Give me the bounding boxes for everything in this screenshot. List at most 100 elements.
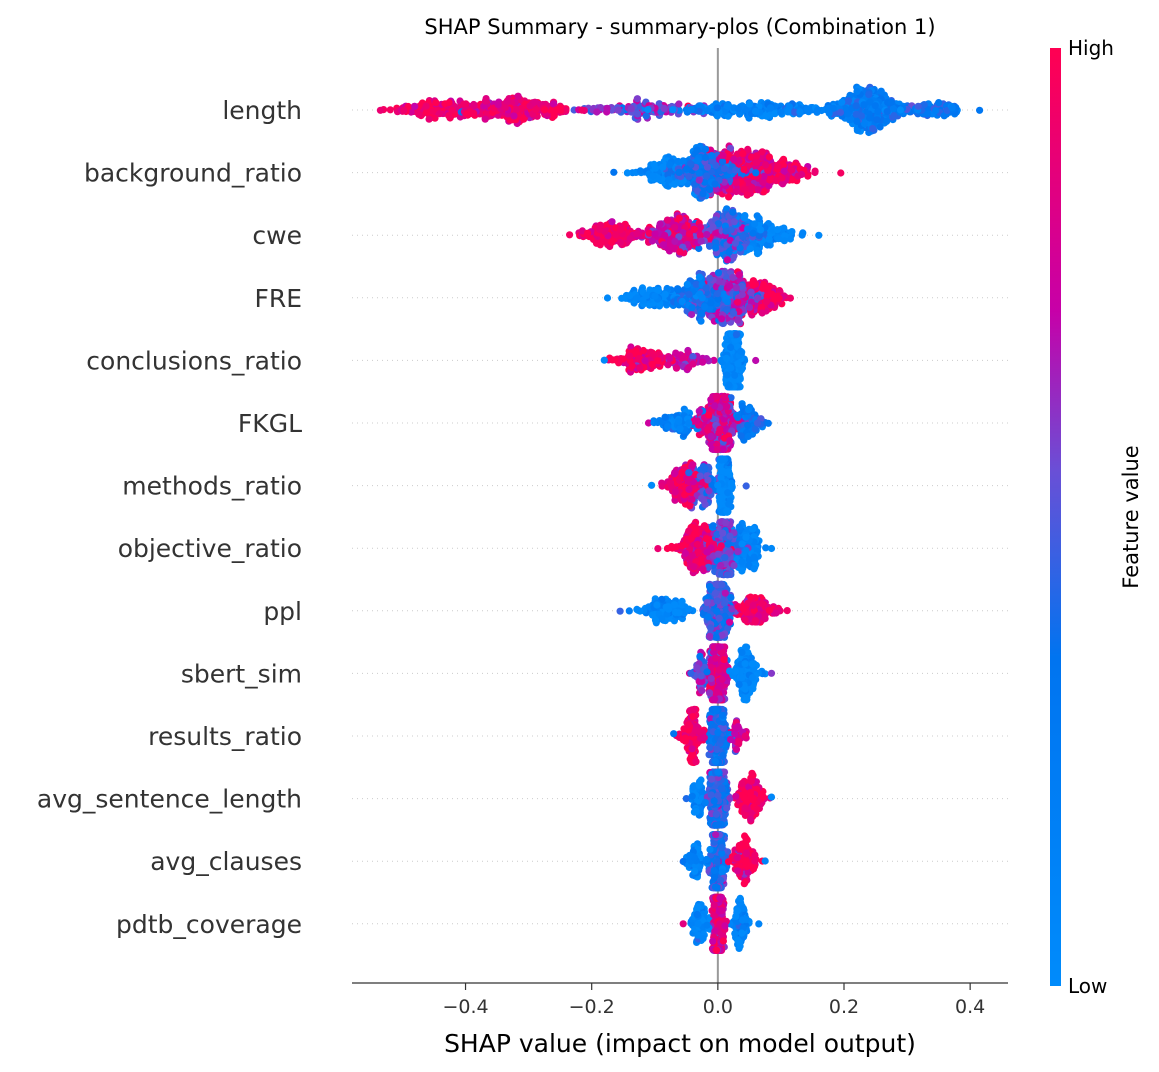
shap-point [732,187,740,196]
shap-point [693,417,701,425]
shap-point [725,193,733,201]
shap-point [754,294,762,302]
shap-point [940,112,948,120]
shap-point [713,112,721,120]
shap-point [723,102,731,110]
shap-point [626,291,634,300]
shap-point [844,97,853,105]
shap-point [771,110,779,118]
shap-point [711,180,719,188]
shap-point [689,461,697,469]
shap-point [626,234,634,243]
shap-point [688,495,696,504]
shap-point [695,176,703,184]
shap-point [697,237,705,245]
shap-point [745,303,754,311]
shap-point [774,162,782,170]
shap-point [744,225,752,233]
shap-point [866,98,874,106]
shap-point [734,298,742,306]
shap-point [860,101,868,109]
shap-point [725,500,733,508]
shap-point [722,354,731,362]
shap-point [714,481,722,489]
shap-point [760,188,768,196]
shap-point [685,469,693,477]
shap-point [702,172,711,180]
shap-point [432,99,440,107]
shap-point [614,106,622,114]
shap-point [671,223,679,232]
shap-point [415,110,423,118]
shap-point [428,108,436,116]
shap-point [683,280,691,288]
shap-point [698,294,706,302]
shap-point [707,299,715,307]
shap-point [678,297,686,306]
shap-point [836,108,845,116]
shap-point [510,112,518,120]
shap-point [711,402,719,410]
shap-point [603,104,611,112]
shap-point [877,87,885,95]
shap-point [852,102,860,110]
shap-point [948,104,956,112]
shap-point [666,479,674,487]
shap-point [659,241,668,249]
shap-point [752,159,761,167]
shap-point [712,244,720,252]
shap-point [837,169,845,177]
shap-point [752,169,760,177]
shap-point [719,151,727,159]
shap-point [463,110,471,118]
shap-point [766,104,775,112]
shap-point [682,165,691,173]
shap-point [752,356,760,365]
shap-point [708,152,716,160]
shap-point [720,165,729,173]
shap-point [636,364,644,372]
shap-point [435,110,444,118]
shap-point [714,269,723,277]
shap-point [706,186,714,194]
shap-point [661,290,669,298]
shap-point [481,97,489,105]
shap-point [707,432,715,441]
shap-point [740,186,748,194]
shap-point [596,221,605,229]
shap-point [726,437,734,445]
shap-point [740,165,748,173]
shap-point [651,230,659,238]
points-FKGL [644,392,772,454]
shap-point [847,115,855,124]
shap-point [470,109,478,117]
shap-point [665,176,673,184]
shap-point [760,172,768,180]
shap-point [460,100,468,108]
shap-point [642,112,650,120]
shap-point [739,150,747,158]
shap-point [666,354,674,363]
shap-point [641,357,649,365]
shap-point [932,107,940,115]
shap-point [723,371,731,379]
shap-point [860,120,869,128]
shap-point [732,331,741,339]
shap-point [873,116,881,124]
shap-point [744,432,752,440]
shap-point [669,106,677,114]
shap-point [788,228,796,236]
shap-point [584,229,592,237]
shap-point [494,101,502,109]
shap-point [550,100,558,108]
shap-point [608,218,616,226]
shap-point [425,115,433,123]
shap-point [723,507,731,515]
shap-point [422,108,431,116]
shap-point [866,114,874,122]
shap-point [841,104,850,113]
shap-point [644,106,652,114]
shap-point [713,445,721,454]
shap-point [611,356,619,364]
shap-point [541,106,549,114]
